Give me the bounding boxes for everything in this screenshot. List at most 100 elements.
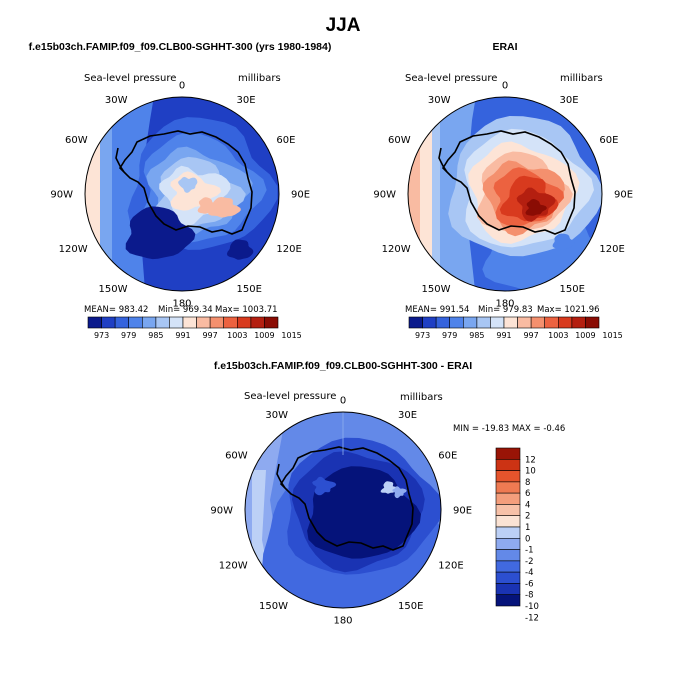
- lon-label: 30W: [105, 95, 128, 106]
- colorbar-swatch: [517, 316, 532, 329]
- colorbar-swatch: [250, 316, 265, 329]
- panel-difference: f.e15b03ch.FAMIP.f09_f09.CLB00-SGHHT-300…: [210, 360, 565, 627]
- lon-label: 30W: [265, 410, 288, 421]
- lon-label: 60W: [65, 135, 88, 146]
- lon-label: 150E: [237, 284, 262, 295]
- lon-label: 120W: [59, 244, 88, 255]
- colorbar-swatch: [495, 594, 521, 607]
- contour-fill: [226, 239, 254, 260]
- lon-label: 30E: [398, 410, 417, 421]
- colorbar-tick: 991: [175, 331, 190, 340]
- min-stat: Min= 969.34: [158, 305, 213, 315]
- panel-title: f.e15b03ch.FAMIP.f09_f09.CLB00-SGHHT-300…: [214, 360, 472, 372]
- lon-label: 90E: [453, 506, 472, 517]
- colorbar-swatch: [101, 316, 116, 329]
- map-field: [85, 97, 279, 291]
- colorbar-tick: 973: [94, 331, 109, 340]
- lon-label: 150E: [560, 284, 585, 295]
- colorbar-swatch: [571, 316, 586, 329]
- map-field: [408, 97, 602, 291]
- colorbar-tick: -6: [525, 579, 533, 589]
- colorbar-swatch: [557, 316, 573, 329]
- colorbar-swatch: [128, 316, 143, 329]
- units-label: millibars: [400, 392, 443, 403]
- colorbar-tick: 1009: [254, 331, 274, 340]
- mean-stat: MEAN= 991.54: [405, 305, 469, 315]
- lon-label: 90E: [291, 190, 310, 201]
- colorbar-swatch: [435, 316, 451, 329]
- colorbar-swatch: [264, 316, 279, 329]
- lon-label: 60W: [225, 451, 248, 462]
- lon-label: 30E: [237, 95, 256, 106]
- contour-fill: [312, 476, 337, 496]
- colorbar-tick: 1003: [548, 331, 568, 340]
- colorbar-swatch: [182, 316, 197, 329]
- lon-label: 60W: [388, 135, 411, 146]
- field-label: Sea-level pressure: [405, 73, 497, 84]
- colorbar-swatch: [495, 481, 521, 494]
- colorbar-swatch: [142, 316, 157, 329]
- map-boundary: [84, 96, 280, 292]
- lon-label: 60E: [438, 451, 457, 462]
- colorbar-swatch: [114, 316, 129, 329]
- panel-title: f.e15b03ch.FAMIP.f09_f09.CLB00-SGHHT-300…: [29, 41, 332, 53]
- colorbar-swatch: [495, 458, 521, 471]
- colorbar-tick: 997: [202, 331, 217, 340]
- colorbar-tick: 8: [525, 478, 530, 488]
- colorbar-tick: 2: [525, 512, 530, 522]
- colorbar-swatch: [585, 316, 600, 329]
- colorbar-tick: -4: [525, 568, 533, 578]
- lon-label: 180: [172, 299, 191, 310]
- lon-label: 150W: [99, 284, 128, 295]
- figure-title: JJA: [326, 15, 361, 36]
- colorbar-swatch: [495, 549, 521, 562]
- map-boundary: [244, 411, 442, 609]
- colorbar-swatch: [209, 316, 225, 329]
- colorbar-tick: 979: [121, 331, 136, 340]
- lon-label: 120E: [276, 244, 301, 255]
- colorbar-swatch: [495, 526, 521, 539]
- lon-label: 120W: [219, 561, 248, 572]
- colorbar-tick: 985: [469, 331, 484, 340]
- colorbar-swatch: [495, 515, 521, 528]
- colorbar-swatch: [490, 316, 505, 329]
- colorbar-tick: 985: [148, 331, 163, 340]
- lon-label: 30W: [428, 95, 451, 106]
- lon-label: 0: [340, 396, 346, 407]
- colorbar-tick: 1003: [227, 331, 247, 340]
- map-field: [245, 412, 441, 608]
- colorbar-tick: 1015: [281, 331, 301, 340]
- max-stat: Max= 1003.71: [215, 305, 278, 315]
- colorbar-swatch: [408, 316, 423, 329]
- colorbar-tick: 991: [496, 331, 511, 340]
- antarctica-coastline: [115, 130, 253, 235]
- lon-label: 90W: [210, 506, 233, 517]
- lon-label: 150W: [422, 284, 451, 295]
- colorbar-swatch: [87, 316, 102, 329]
- contour-fill: [125, 206, 196, 260]
- mean-stat: MEAN= 983.42: [84, 305, 148, 315]
- lon-label: 90E: [614, 190, 633, 201]
- max-stat: Max= 1021.96: [537, 305, 600, 315]
- lon-label: 180: [333, 616, 352, 627]
- lon-label: 90W: [50, 190, 73, 201]
- field-label: Sea-level pressure: [244, 391, 336, 402]
- colorbar-swatch: [495, 470, 521, 483]
- colorbar-swatch: [495, 571, 521, 584]
- colorbar-tick: 973: [415, 331, 430, 340]
- lon-label: 0: [179, 81, 185, 92]
- lon-label: 0: [502, 81, 508, 92]
- contour-fill: [208, 197, 241, 218]
- lon-label: 180: [495, 299, 514, 310]
- antarctica-coastline: [276, 446, 414, 551]
- antarctica-coastline: [438, 130, 576, 235]
- lon-label: 120E: [438, 561, 463, 572]
- longitude-labels: 0 30E 60E 90E 120E 150E 180 150W 120W 90W 60W 30W: [373, 81, 633, 310]
- colorbar-swatch: [495, 583, 521, 596]
- colorbar-tick: 6: [525, 489, 530, 499]
- contour-fill: [178, 176, 198, 193]
- units-label: millibars: [238, 73, 281, 84]
- colorbar-tick: 1009: [575, 331, 595, 340]
